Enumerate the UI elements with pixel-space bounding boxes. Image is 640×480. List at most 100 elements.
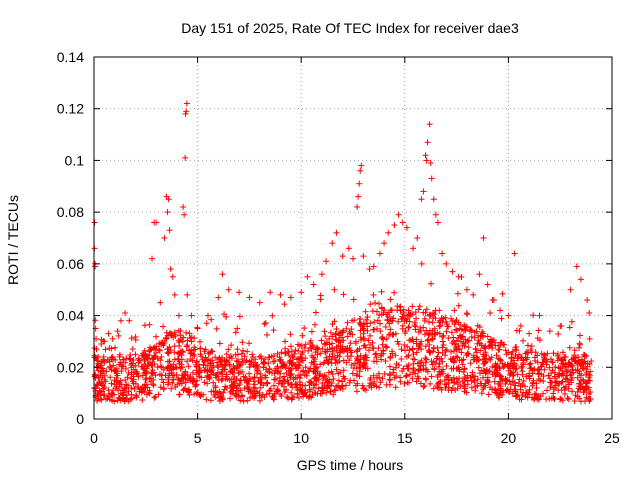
data-point (367, 320, 374, 327)
data-point (335, 377, 342, 384)
data-point (454, 385, 461, 392)
data-point (220, 389, 227, 396)
data-point (389, 348, 396, 355)
data-point (282, 378, 289, 385)
data-point (115, 332, 122, 339)
data-point (459, 361, 466, 368)
data-point (160, 323, 167, 330)
data-point (294, 374, 301, 381)
data-point (412, 326, 419, 333)
data-point (223, 357, 230, 364)
data-point (487, 310, 494, 317)
data-point (433, 355, 440, 362)
data-point (209, 357, 216, 364)
data-point (400, 311, 407, 318)
data-point (142, 384, 149, 391)
data-point (372, 351, 379, 358)
data-point (422, 359, 429, 366)
data-point (355, 193, 362, 200)
data-point (237, 377, 244, 384)
data-point (261, 393, 268, 400)
data-point (570, 356, 577, 363)
data-point (453, 346, 460, 353)
data-point (451, 341, 458, 348)
data-point (489, 371, 496, 378)
data-point (196, 338, 203, 345)
data-point (244, 397, 251, 404)
data-point (215, 364, 222, 371)
data-point (218, 371, 225, 378)
data-point (214, 373, 221, 380)
data-point (191, 391, 198, 398)
data-point (281, 362, 288, 369)
y-tick-label: 0.02 (57, 359, 84, 375)
data-point (310, 384, 317, 391)
data-point (511, 360, 518, 367)
data-point (384, 316, 391, 323)
data-point (517, 354, 524, 361)
data-point (234, 363, 241, 370)
data-point (276, 354, 283, 361)
data-point (574, 388, 581, 395)
data-point (199, 356, 206, 363)
data-point (287, 331, 294, 338)
data-point (565, 359, 572, 366)
data-point (111, 368, 118, 375)
data-point (278, 393, 285, 400)
data-point (480, 351, 487, 358)
data-point (107, 374, 114, 381)
data-point (154, 364, 161, 371)
data-point (295, 394, 302, 401)
data-point (526, 372, 533, 379)
data-point (96, 387, 103, 394)
data-point (434, 219, 441, 226)
data-point (454, 327, 461, 334)
data-point (258, 380, 265, 387)
data-point (274, 350, 281, 357)
data-point (565, 379, 572, 386)
data-point (306, 393, 313, 400)
data-point (368, 384, 375, 391)
data-point (369, 344, 376, 351)
data-point (399, 322, 406, 329)
data-point (517, 322, 524, 329)
data-point (508, 369, 515, 376)
data-point (426, 341, 433, 348)
data-point (382, 343, 389, 350)
data-point (129, 346, 136, 353)
data-point (461, 366, 468, 373)
data-point (392, 364, 399, 371)
data-point (422, 343, 429, 350)
data-point (233, 390, 240, 397)
data-point (288, 365, 295, 372)
data-point (159, 340, 166, 347)
data-point (112, 356, 119, 363)
data-point (221, 311, 228, 318)
data-point (546, 364, 553, 371)
data-point (555, 371, 562, 378)
data-point (187, 356, 194, 363)
data-point (245, 388, 252, 395)
data-point (323, 339, 330, 346)
data-point (340, 357, 347, 364)
data-point (569, 366, 576, 373)
data-point (538, 363, 545, 370)
data-point (392, 352, 399, 359)
data-point (500, 364, 507, 371)
data-point (431, 366, 438, 373)
data-point (404, 312, 411, 319)
data-point (318, 271, 325, 278)
data-point (268, 369, 275, 376)
data-point (251, 388, 258, 395)
data-point (430, 348, 437, 355)
data-point (275, 368, 282, 375)
data-point (413, 378, 420, 385)
data-point (512, 393, 519, 400)
data-point (375, 370, 382, 377)
data-point (347, 340, 354, 347)
data-point (546, 328, 553, 335)
data-point (333, 229, 340, 236)
data-point (395, 211, 402, 218)
data-point (223, 351, 230, 358)
data-point (490, 297, 497, 304)
